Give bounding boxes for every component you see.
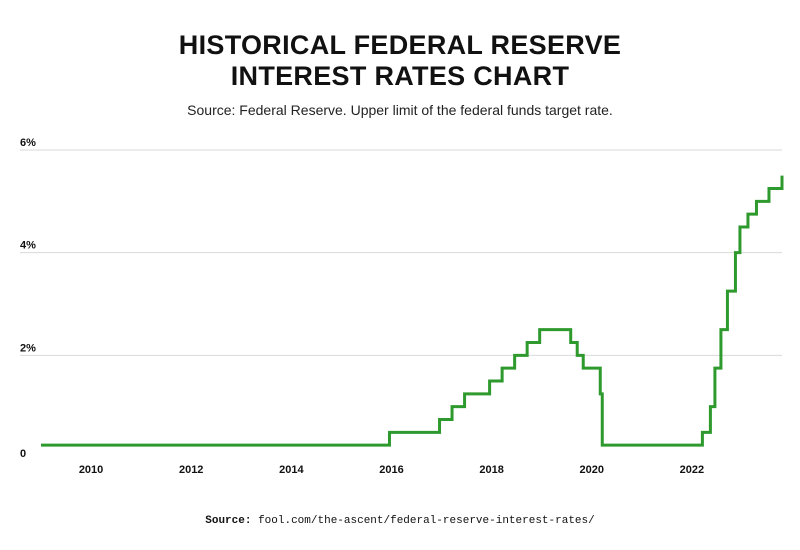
source-footer: Source: fool.com/the-ascent/federal-rese…: [0, 515, 800, 527]
source-label: Source:: [205, 515, 252, 527]
chart-subtitle: Source: Federal Reserve. Upper limit of …: [187, 102, 613, 118]
x-tick-label: 2022: [680, 464, 704, 476]
x-tick-label: 2018: [479, 464, 503, 476]
y-tick-label: 4%: [20, 240, 36, 252]
rate-series-line: [41, 175, 784, 447]
chart-title-line-2: INTEREST RATES CHART: [230, 61, 570, 91]
y-tick-label: 6%: [20, 137, 36, 149]
x-tick-label: 2016: [379, 464, 403, 476]
x-tick-label: 2020: [580, 464, 604, 476]
x-tick-label: 2010: [79, 464, 103, 476]
x-tick-label: 2014: [279, 464, 304, 476]
y-tick-label: 0: [20, 448, 26, 460]
source-url: fool.com/the-ascent/federal-reserve-inte…: [258, 515, 595, 527]
y-tick-label: 2%: [20, 342, 36, 354]
rate-chart: 0 2% 4% 6% 2010 2012 2014 2016 2018 2020 2022: [20, 137, 784, 476]
chart-title-line-1: HISTORICAL FEDERAL RESERVE: [178, 30, 622, 60]
x-tick-label: 2012: [179, 464, 203, 476]
chart-title: HISTORICAL FEDERAL RESERVE INTEREST RATE…: [0, 30, 800, 92]
